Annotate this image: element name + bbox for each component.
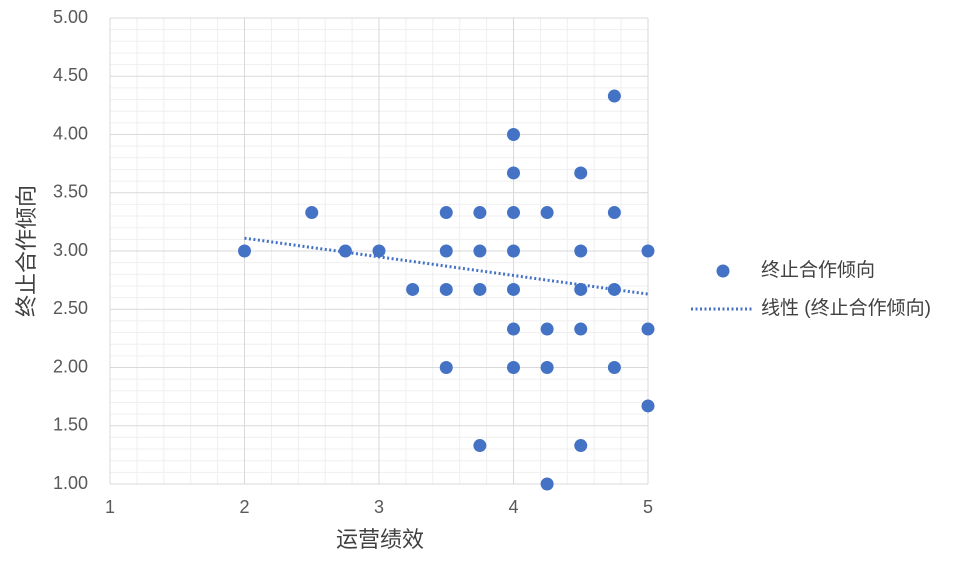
- y-axis-title: 终止合作倾向: [14, 185, 39, 317]
- legend-marker: [716, 264, 730, 278]
- point: [507, 322, 520, 336]
- x-tick-label: 3: [374, 497, 384, 517]
- point: [439, 282, 453, 296]
- point: [540, 206, 554, 220]
- x-tick-label: 5: [643, 497, 653, 517]
- y-tick-label: 3.50: [53, 182, 88, 202]
- y-tick-label: 4.00: [53, 123, 88, 143]
- point: [406, 282, 420, 296]
- point: [540, 322, 554, 336]
- point: [238, 244, 251, 258]
- point: [507, 206, 520, 220]
- point: [607, 206, 621, 220]
- y-tick-label: 5.00: [53, 7, 88, 27]
- point: [574, 244, 588, 258]
- point: [473, 206, 487, 220]
- y-tick-label: 1.50: [53, 415, 88, 435]
- point: [439, 206, 453, 220]
- x-tick-label: 2: [239, 497, 249, 517]
- point: [540, 477, 554, 491]
- x-tick-label: 4: [508, 497, 518, 517]
- y-tick-label: 2.50: [53, 298, 88, 318]
- point: [540, 361, 554, 374]
- y-tick-label: 1.00: [53, 473, 88, 493]
- point: [574, 322, 588, 336]
- point: [574, 166, 588, 180]
- point: [607, 282, 621, 296]
- point: [607, 361, 621, 374]
- y-tick-label: 4.50: [53, 65, 88, 85]
- point: [439, 244, 453, 258]
- legend-label: 终止合作倾向: [761, 259, 875, 281]
- point: [372, 244, 386, 258]
- point: [473, 439, 487, 453]
- legend-label: 线性 (终止合作倾向): [761, 297, 931, 319]
- point: [641, 244, 655, 258]
- trendline: [244, 236, 649, 296]
- point: [338, 244, 352, 258]
- grid: [109, 17, 649, 485]
- point: [473, 244, 487, 258]
- y-tick-label: 2.00: [53, 356, 88, 376]
- point: [641, 399, 655, 413]
- point: [607, 89, 621, 103]
- y-tick-label: 3.00: [53, 240, 88, 260]
- point: [473, 282, 487, 296]
- x-tick-label: 1: [105, 497, 115, 517]
- point: [641, 322, 655, 336]
- point: [507, 128, 520, 141]
- point: [507, 166, 520, 180]
- point: [507, 361, 520, 374]
- point: [574, 439, 588, 453]
- point: [507, 244, 520, 258]
- point: [439, 361, 453, 374]
- x-axis-title: 运营绩效: [336, 527, 424, 552]
- point: [507, 282, 520, 296]
- point: [305, 206, 319, 220]
